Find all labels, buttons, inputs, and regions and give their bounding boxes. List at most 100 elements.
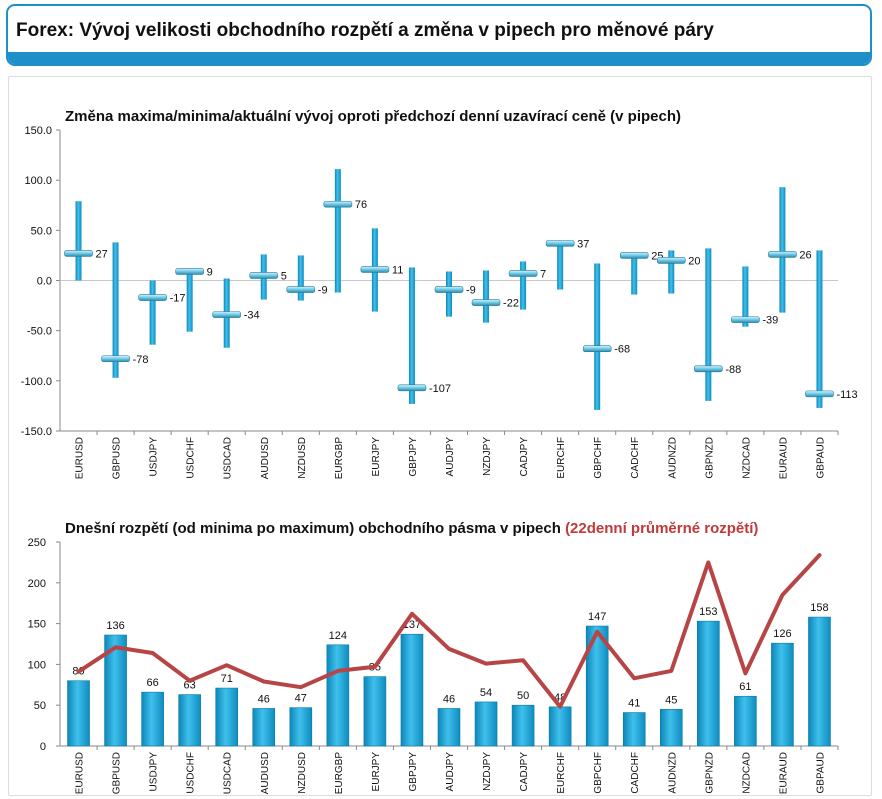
range-bar-today	[474, 701, 498, 747]
current-marker	[805, 390, 834, 398]
range-bar-today	[659, 708, 683, 747]
range-bar-today	[67, 680, 90, 747]
range-bar-today	[437, 708, 461, 747]
chart1-category-label: GBPUSD	[112, 437, 123, 479]
range-bar-today	[104, 634, 127, 747]
chart2-category-label: GBPAUD	[815, 752, 826, 794]
chart1-category-label: AUDUSD	[260, 437, 271, 479]
range-bar-today	[622, 712, 646, 747]
chart1-y-tick: 150.0	[24, 125, 52, 137]
report-header: Forex: Vývoj velikosti obchodního rozpět…	[6, 4, 872, 66]
range-bar-today	[585, 625, 609, 747]
range-bar-today	[697, 620, 720, 747]
current-marker	[175, 268, 204, 275]
chart2-category-label: GBPCHF	[593, 752, 604, 794]
chart1-category-label: GBPJPY	[408, 437, 419, 477]
bar-value-label: 50	[517, 690, 529, 702]
current-value-label: 37	[577, 238, 589, 250]
range-bar	[631, 255, 638, 295]
current-value-label: 20	[688, 255, 700, 267]
chart1-category-label: AUDNZD	[667, 437, 678, 479]
current-marker	[212, 311, 242, 318]
current-marker	[286, 286, 316, 293]
average-range-line	[76, 553, 822, 709]
chart2-category-label: EURGBP	[334, 752, 345, 795]
range-bar	[557, 240, 564, 290]
chart2-category-label: EURCHF	[556, 752, 567, 794]
range-bar	[112, 242, 119, 378]
range-bar-today	[400, 633, 424, 747]
chart2-category-label: AUDJPY	[445, 752, 456, 792]
range-bar-today	[178, 694, 201, 747]
chart1-category-label: EURGBP	[334, 437, 345, 480]
bar-value-label: 136	[106, 620, 124, 632]
range-bar	[483, 270, 490, 323]
chart1-y-tick: 0.0	[37, 276, 52, 288]
bar-value-label: 147	[588, 611, 606, 623]
chart2-y-tick: 100	[28, 659, 46, 671]
current-value-label: -68	[614, 344, 630, 356]
range-bar-today	[808, 616, 831, 747]
chart2-category-label: USDCHF	[186, 752, 197, 794]
chart1-category-label: AUDJPY	[445, 437, 456, 477]
chart2-category-label: EURUSD	[75, 752, 86, 794]
header-accent-band	[8, 52, 870, 64]
chart1-y-tick: 50.0	[31, 225, 52, 237]
range-bar-today	[289, 707, 313, 747]
range-bar	[816, 250, 823, 408]
chart2-category-label: CADCHF	[630, 752, 641, 794]
chart1-title: Změna maxima/minima/aktuální vývoj oprot…	[65, 108, 681, 125]
chart2-title: Dnešní rozpětí (od minima po maximum) ob…	[65, 520, 758, 537]
current-value-label: 7	[540, 268, 546, 280]
range-bar	[705, 248, 712, 401]
chart1-category-label: NZDUSD	[297, 437, 308, 479]
chart1-category-label: EURJPY	[371, 437, 382, 477]
chart1-category-label: CADJPY	[519, 437, 530, 477]
chart1-category-label: USDCHF	[186, 437, 197, 479]
range-bar	[742, 266, 749, 327]
current-value-label: 27	[96, 248, 108, 260]
range-bar-today	[215, 687, 239, 747]
chart2-title-highlight: (22denní průměrné rozpětí)	[565, 520, 758, 537]
current-marker	[323, 200, 353, 208]
current-value-label: 76	[355, 199, 367, 211]
chart1-category-label: USDJPY	[149, 437, 160, 477]
range-bar	[334, 169, 341, 293]
chart2-y-tick: 150	[28, 619, 46, 631]
range-bar-today	[141, 691, 164, 747]
range-bar	[668, 250, 675, 294]
current-marker	[138, 294, 167, 301]
current-value-label: -39	[762, 315, 778, 327]
chart1-y-tick: 100.0	[24, 175, 52, 187]
bar-value-label: 45	[665, 694, 677, 706]
bar-value-label: 153	[699, 606, 717, 618]
range-bar-today	[511, 704, 535, 747]
range-bar	[297, 255, 304, 301]
current-value-label: -17	[170, 293, 186, 305]
current-marker	[101, 355, 130, 363]
current-marker	[731, 316, 760, 323]
range-bar	[446, 271, 452, 317]
chart1-category-label: GBPCHF	[593, 437, 604, 479]
chart2-title-main: Dnešní rozpětí (od minima po maximum) ob…	[65, 520, 565, 537]
chart2-category-label: GBPJPY	[408, 752, 419, 792]
chart2-category-label: USDJPY	[149, 752, 160, 792]
range-bar-today	[363, 676, 387, 747]
current-marker	[471, 299, 501, 306]
current-marker	[434, 286, 464, 293]
current-marker	[249, 272, 279, 279]
current-value-label: -88	[725, 364, 741, 376]
chart2-y-tick: 200	[28, 578, 46, 590]
report-title: Forex: Vývoj velikosti obchodního rozpět…	[16, 20, 714, 41]
chart2-category-label: NZDJPY	[482, 752, 493, 791]
current-marker	[656, 257, 686, 264]
chart2-category-label: NZDCAD	[741, 752, 752, 794]
chart1-category-label: EURAUD	[778, 437, 789, 479]
current-value-label: -9	[466, 285, 476, 297]
chart2-category-label: AUDUSD	[260, 752, 271, 794]
chart1-category-label: NZDJPY	[482, 437, 493, 476]
bar-value-label: 46	[258, 693, 270, 705]
chart1-category-label: GBPAUD	[815, 437, 826, 479]
